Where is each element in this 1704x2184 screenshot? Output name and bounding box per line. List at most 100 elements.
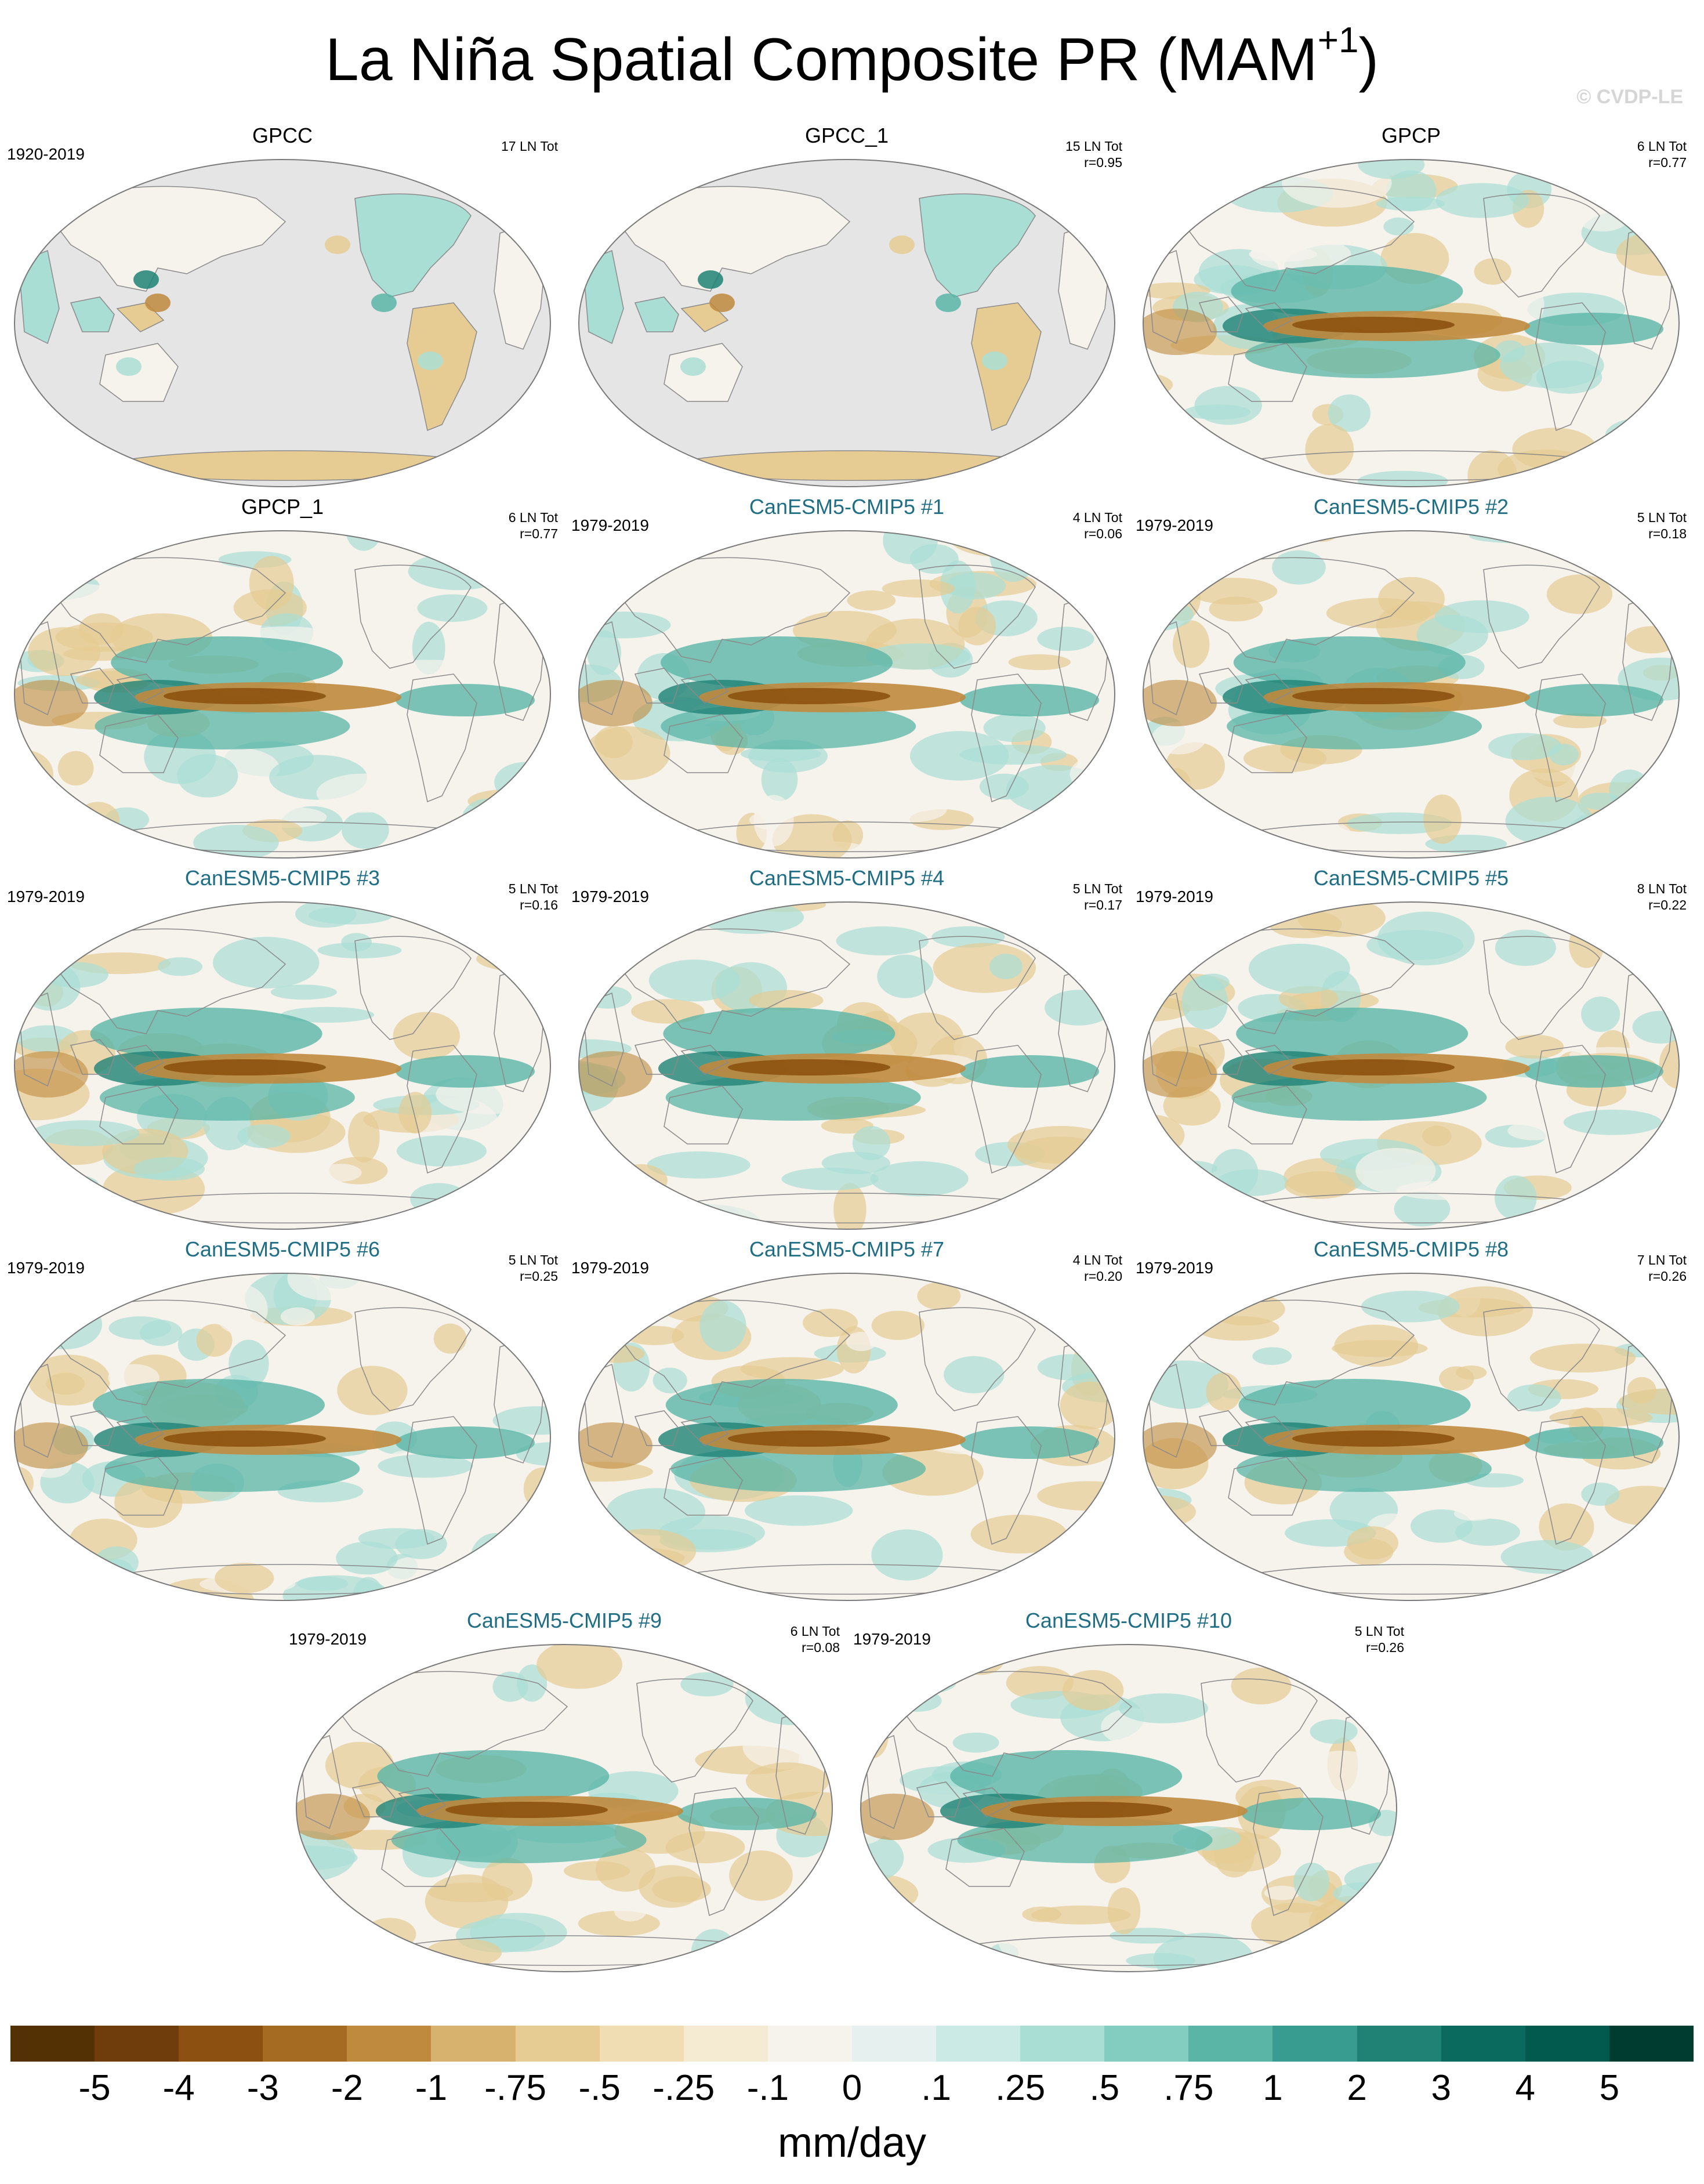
- coastline: [99, 1457, 179, 1516]
- anomaly-blob: [988, 902, 1087, 925]
- indian-dry: [861, 1794, 934, 1840]
- pattern-correlation: r=0.26: [1366, 1640, 1404, 1655]
- anomaly-blob: [1409, 752, 1452, 793]
- map-border: [1143, 1273, 1680, 1601]
- land-area: [971, 302, 1042, 432]
- anomaly-blob: [945, 573, 1006, 599]
- colorbar-tick-label: 4: [1515, 2068, 1536, 2108]
- anomaly-blob: [470, 1533, 521, 1587]
- anomaly-blob: [28, 1354, 111, 1406]
- anomaly-blob: [619, 1576, 713, 1600]
- anomaly-blob: [1638, 1273, 1679, 1319]
- panel-stats: 5 LN Tot r=0.26: [1355, 1623, 1404, 1656]
- anomaly-blob: [1474, 258, 1511, 285]
- world-map: [1141, 158, 1681, 488]
- panel-title: CanESM5-CMIP5 #6: [184, 1237, 380, 1261]
- map-border: [860, 1644, 1397, 1972]
- anomaly-blob: [1627, 1377, 1656, 1404]
- anomaly-blob: [307, 1688, 412, 1723]
- world-map: [577, 158, 1116, 488]
- map-svg: [14, 1273, 551, 1601]
- anomaly-blob: [749, 990, 824, 1011]
- event-count: 5 LN Tot: [1637, 510, 1687, 525]
- title-superscript: +1: [1317, 20, 1359, 60]
- coastline: [1147, 1363, 1188, 1458]
- anomaly-blob: [579, 981, 599, 1012]
- anomaly-blob: [20, 931, 78, 955]
- anomaly-blob: [342, 811, 389, 849]
- anomaly-blob: [57, 1273, 100, 1292]
- land-area: [354, 193, 472, 298]
- event-count: 4 LN Tot: [1072, 1252, 1122, 1267]
- anomaly-blob: [316, 773, 411, 813]
- anomaly-blob: [214, 1284, 268, 1335]
- event-count: 15 LN Tot: [1065, 139, 1122, 154]
- anomaly-blob: [1355, 1148, 1436, 1194]
- pattern-correlation: r=0.08: [802, 1640, 840, 1655]
- anomaly-blob: [31, 1120, 140, 1146]
- anomaly-blob: [1243, 744, 1327, 773]
- anomaly-blob: [461, 798, 513, 843]
- anomaly-blob: [1180, 902, 1275, 935]
- anomaly-blob: [1075, 1578, 1115, 1593]
- coastline: [1483, 193, 1600, 298]
- coastline: [664, 1457, 743, 1516]
- indian-dry: [579, 1051, 652, 1098]
- colorbar-box: [767, 2026, 852, 2062]
- anomaly-blob: [1248, 943, 1350, 994]
- coastline: [864, 1734, 906, 1830]
- colorbar-tick-label: .1: [921, 2068, 951, 2108]
- anomaly-blob: [1546, 574, 1613, 614]
- coastline: [971, 1045, 1042, 1174]
- event-count: 8 LN Tot: [1637, 881, 1687, 896]
- anomaly-blob: [1625, 364, 1669, 418]
- anomaly-blob: [306, 1645, 383, 1663]
- coastline: [1535, 673, 1606, 803]
- anomaly-blob: [287, 1273, 362, 1301]
- anomaly-blob: [852, 1126, 890, 1161]
- anomaly-blob: [1479, 230, 1588, 255]
- anomaly-blob: [308, 1651, 365, 1668]
- colorbar-box: [683, 2026, 768, 2062]
- anomaly-blob: [1151, 722, 1206, 755]
- credit-watermark: © CVDP-LE: [1576, 86, 1683, 108]
- panel-period: 1979-2019: [571, 1259, 649, 1277]
- anomaly-blob: [1499, 342, 1604, 389]
- anomaly-blob: [944, 1356, 1005, 1393]
- pattern-correlation: r=0.18: [1648, 526, 1687, 541]
- atlantic-wet: [1524, 1055, 1663, 1088]
- map-border: [14, 159, 551, 487]
- anomaly-blob: [765, 1908, 832, 1947]
- map-border: [14, 901, 551, 1230]
- anomaly-blob: [309, 906, 393, 925]
- coastline: [688, 1787, 759, 1917]
- anomaly-blob: [516, 1442, 550, 1466]
- map-border: [578, 901, 1115, 1230]
- coastline: [99, 714, 179, 773]
- event-count: 6 LN Tot: [1637, 139, 1687, 154]
- anomaly-blob: [14, 553, 99, 575]
- anomaly-blob: [1347, 1526, 1398, 1560]
- coastline: [1245, 1045, 1293, 1075]
- anomaly-blob: [1310, 1719, 1358, 1744]
- coastline: [582, 621, 624, 716]
- coastline: [398, 1787, 447, 1817]
- anomaly-blob: [1249, 247, 1317, 262]
- anomaly-blob: [1383, 217, 1414, 236]
- colorbar-box: [10, 2026, 95, 2062]
- panel-title: CanESM5-CMIP5 #3: [184, 866, 380, 890]
- atlantic-wet: [677, 1798, 817, 1830]
- anomaly-blob: [1268, 910, 1342, 939]
- indian-dry: [14, 1422, 88, 1469]
- colorbar-tick-label: 0: [842, 2068, 862, 2108]
- colorbar-tick-label: 2: [1347, 2068, 1367, 2108]
- coastline: [634, 1039, 679, 1075]
- anomaly-blob: [292, 563, 365, 609]
- anomaly-blob: [564, 1861, 630, 1881]
- anomaly-blob: [761, 758, 798, 802]
- wet-band-south: [391, 1817, 647, 1863]
- map-border: [1143, 530, 1680, 859]
- figure-title: La Niña Spatial Composite PR (MAM+1): [0, 22, 1704, 97]
- anomaly-spot: [709, 294, 735, 312]
- colorbar-box: [1609, 2026, 1694, 2062]
